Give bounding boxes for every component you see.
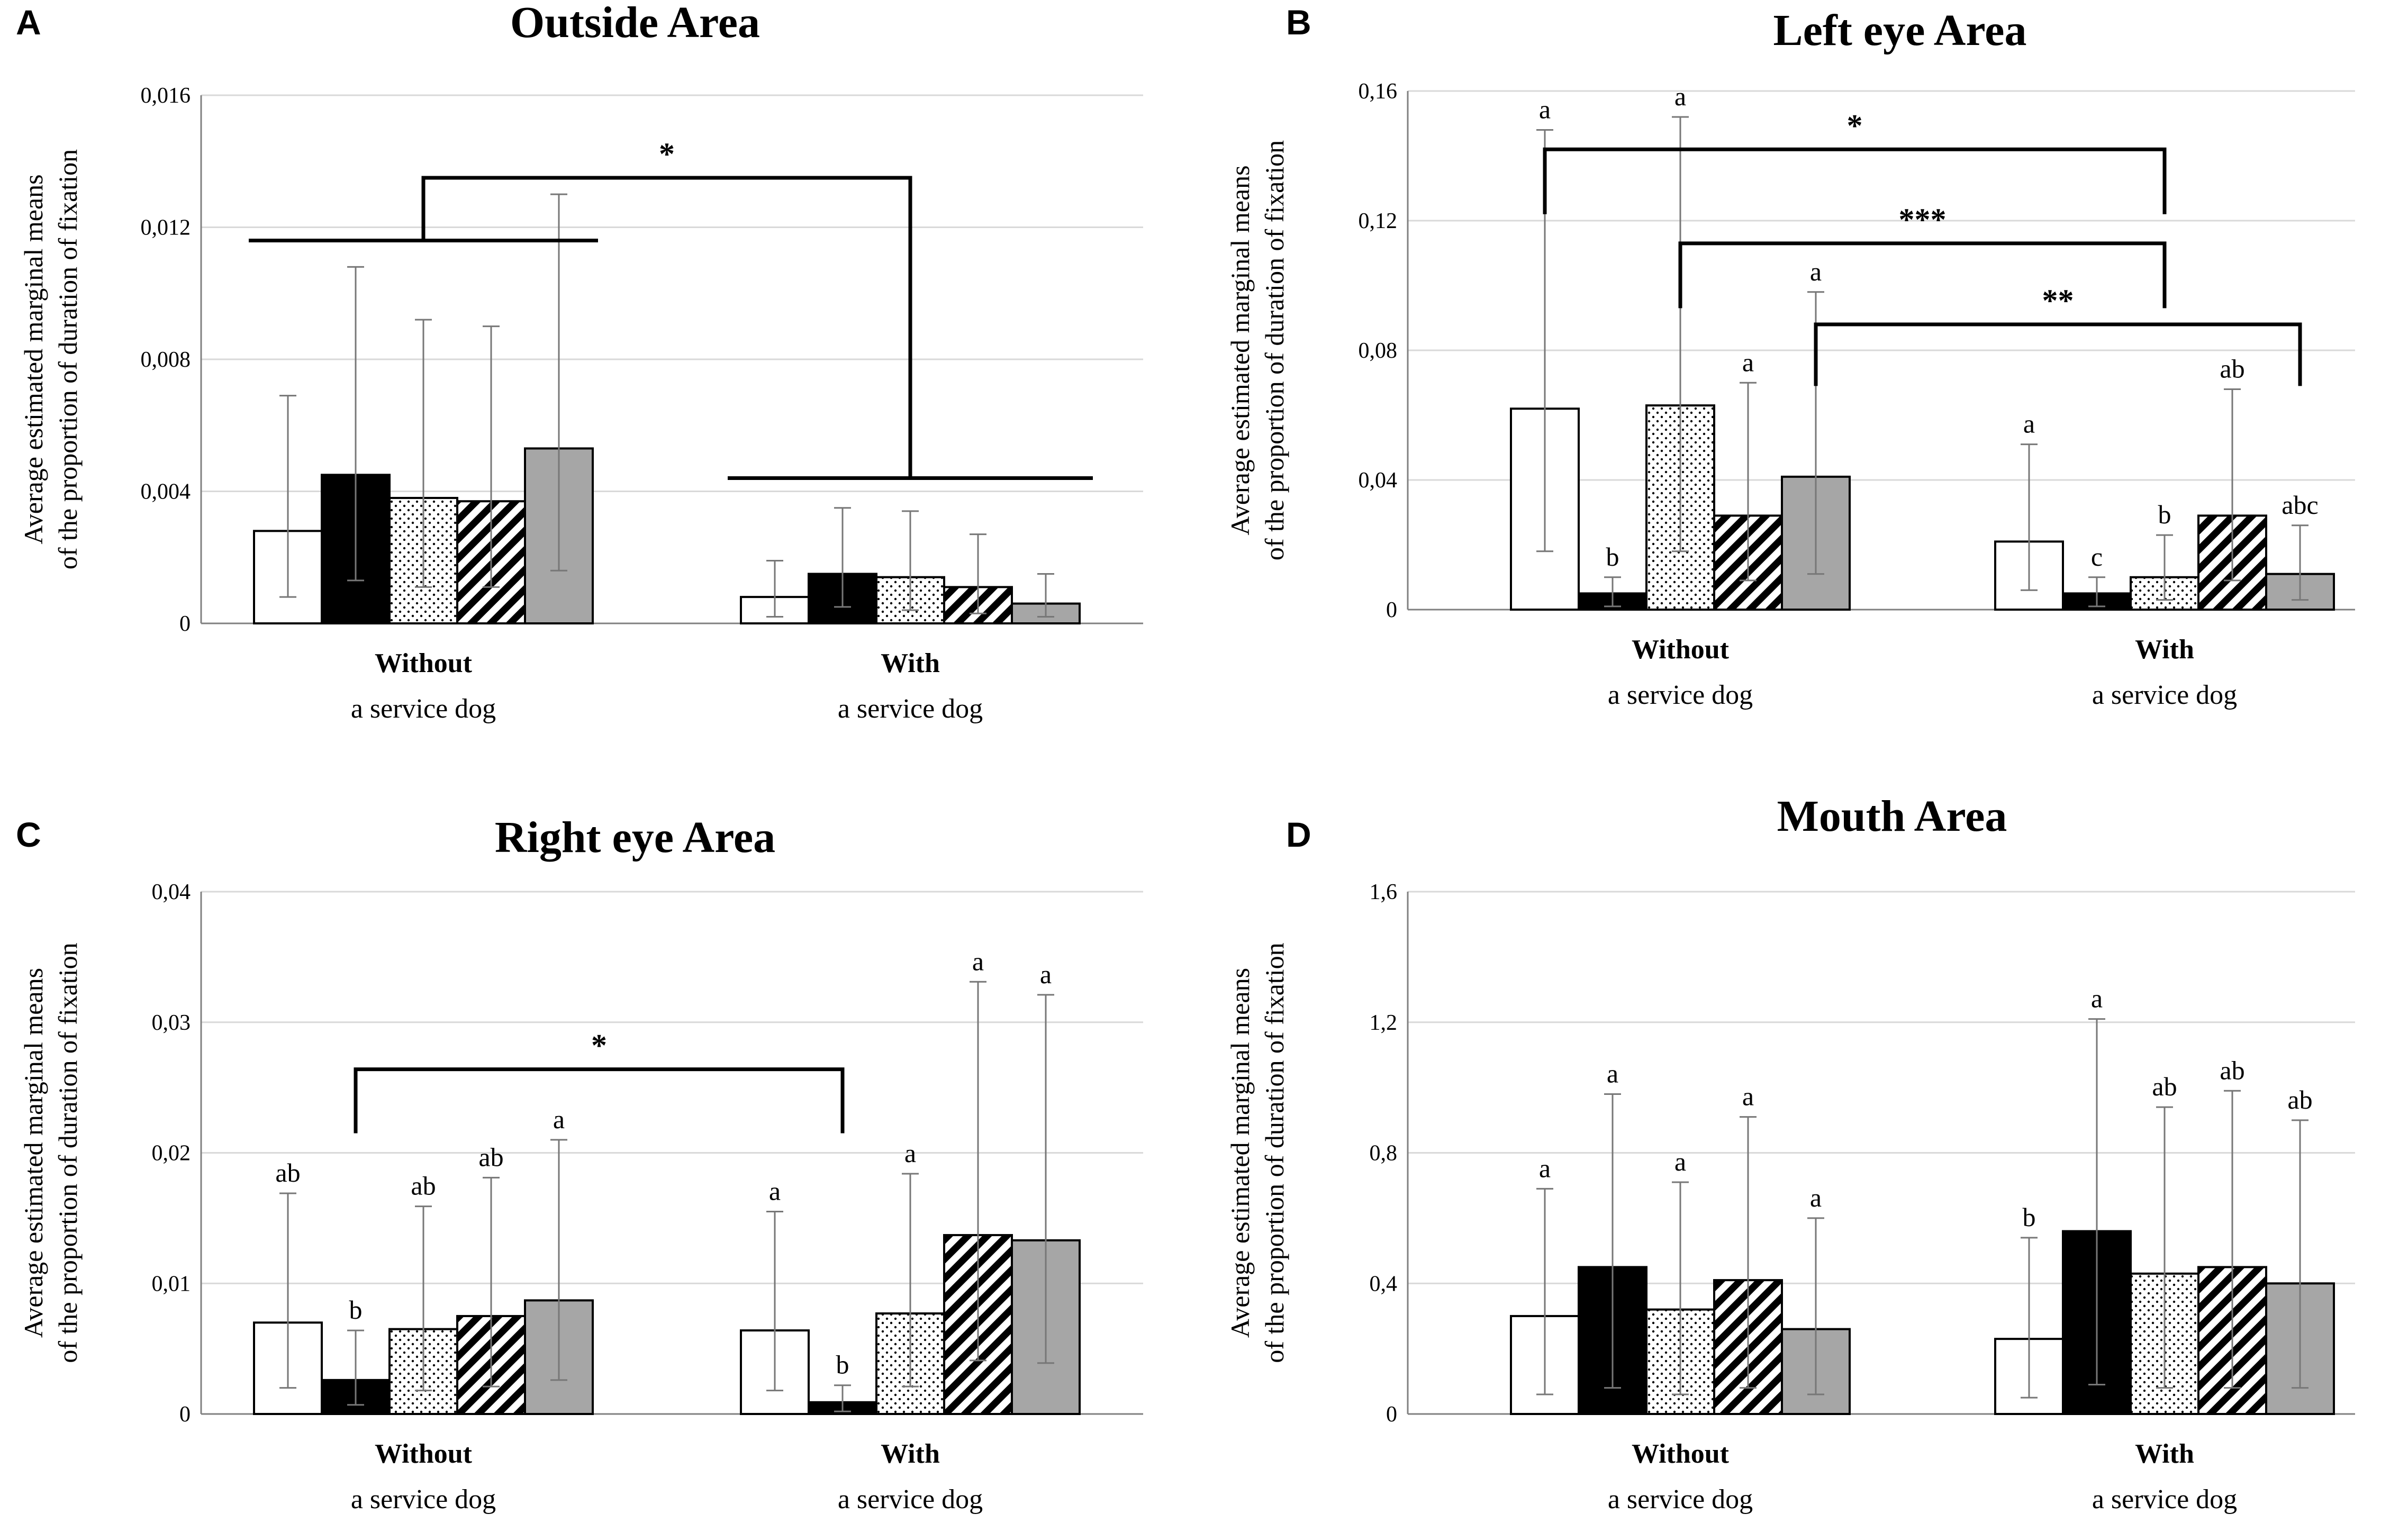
significance-letter: a [972,946,984,976]
panel-letter: C [16,815,41,854]
significance-letter: b [2023,1202,2036,1232]
y-tick-label: 0,02 [152,1141,191,1166]
y-axis-label-line-2: of the proportion of duration of fixatio… [1260,942,1289,1363]
significance-letter: ab [2220,354,2244,384]
y-axis-label-line-2: of the proportion of duration of fixatio… [53,149,83,569]
y-tick-label: 0,08 [1359,339,1398,363]
significance-letter: a [769,1176,781,1206]
significance-letter: b [2158,500,2171,529]
significance-stars: *** [1899,202,1947,237]
y-tick-label: 0,04 [1359,468,1398,493]
significance-stars: * [659,137,675,171]
y-axis-label-line-1: Average estimated marginal means [1225,968,1255,1338]
y-tick-label: 0,004 [141,480,191,504]
y-tick-label: 0 [179,612,191,636]
group-sublabel: a service dog [1608,680,1753,710]
significance-letter: ab [2287,1085,2312,1114]
significance-stars: * [1847,108,1863,143]
significance-letter: ab [2152,1072,2177,1101]
significance-letter: c [2091,542,2103,572]
panel-c: C Right eye Area Average estimated margina… [16,813,1143,1515]
y-axis-label-line-2: of the proportion of duration of fixatio… [1260,140,1289,560]
panel-d: D Mouth Area Average estimated marginal me… [1225,792,2355,1515]
y-tick-label: 0 [179,1402,191,1427]
significance-letter: a [1810,257,1822,286]
significance-bracket [1543,147,2167,214]
y-tick-label: 1,2 [1370,1011,1398,1035]
group-sublabel: a service dog [2092,1484,2237,1515]
y-tick-label: 0 [1386,1402,1397,1427]
y-tick-label: 0,01 [152,1272,191,1296]
y-tick-label: 0,4 [1370,1272,1398,1296]
group-sublabel: a service dog [2092,680,2237,710]
significance-letter: b [349,1295,363,1325]
significance-stars: * [591,1028,607,1063]
significance-bracket [354,1067,845,1134]
y-tick-label: 0,03 [152,1011,191,1035]
group-label: Without [1632,634,1730,665]
significance-letter: ab [275,1158,300,1187]
chart-title: Right eye Area [495,813,775,862]
significance-letter: a [1742,1082,1754,1111]
y-axis-label-line-1: Average estimated marginal means [1225,165,1255,535]
chart-title: Outside Area [510,0,760,47]
significance-letter: a [1040,959,1052,989]
group-label: Without [375,648,473,678]
y-axis-label-line-1: Average estimated marginal means [19,968,48,1338]
significance-letter: a [1607,1058,1618,1088]
significance-letter: a [1539,95,1551,124]
panel-letter: A [16,3,41,42]
significance-letter: ab [478,1142,503,1172]
significance-letter: a [1810,1183,1822,1212]
significance-letter: a [2023,409,2035,439]
significance-letter: a [1674,1147,1686,1176]
significance-letter: ab [2220,1055,2244,1085]
group-label: With [2135,1439,2194,1469]
y-tick-label: 0,16 [1359,79,1398,104]
significance-letter: ab [411,1171,436,1201]
y-tick-label: 0,04 [152,880,191,904]
y-tick-label: 0 [1386,598,1397,622]
significance-letter: b [1606,542,1619,572]
chart-title: Left eye Area [1773,6,2027,55]
significance-bracket [1678,241,2167,309]
panel-letter: D [1286,815,1311,854]
significance-letter: abc [2282,490,2318,520]
group-sublabel: a service dog [838,694,983,724]
significance-letter: a [553,1104,565,1134]
significance-bracket [421,176,912,478]
significance-letter: a [1674,81,1686,111]
y-tick-label: 1,6 [1370,880,1398,904]
y-axis-label-line-2: of the proportion of duration of fixatio… [53,942,83,1363]
significance-letter: a [2091,984,2103,1013]
significance-bracket [1814,322,2302,386]
y-tick-label: 0,8 [1370,1141,1398,1166]
y-tick-label: 0,012 [141,216,191,240]
panel-b: B Left eye Area Average estimated marginal… [1225,3,2355,710]
significance-letter: a [1539,1153,1551,1183]
y-axis-label-line-1: Average estimated marginal means [19,174,48,544]
group-label: Without [1632,1439,1730,1469]
significance-letter: b [836,1350,849,1380]
y-tick-label: 0,008 [141,348,191,372]
group-label: With [881,1439,940,1469]
group-sublabel: a service dog [351,694,496,724]
group-label: Without [375,1439,473,1469]
group-label: With [881,648,940,678]
group-sublabel: a service dog [1608,1484,1753,1515]
y-tick-label: 0,12 [1359,209,1398,233]
y-tick-label: 0,016 [141,84,191,108]
chart-title: Mouth Area [1777,792,2007,841]
panel-a: A Outside Area Average estimated marginal … [16,0,1143,724]
significance-letter: a [904,1138,916,1168]
significance-letter: a [1742,347,1754,377]
group-sublabel: a service dog [838,1484,983,1515]
significance-stars: ** [2042,283,2074,318]
group-label: With [2135,634,2194,665]
panel-letter: B [1286,3,1311,42]
group-sublabel: a service dog [351,1484,496,1515]
